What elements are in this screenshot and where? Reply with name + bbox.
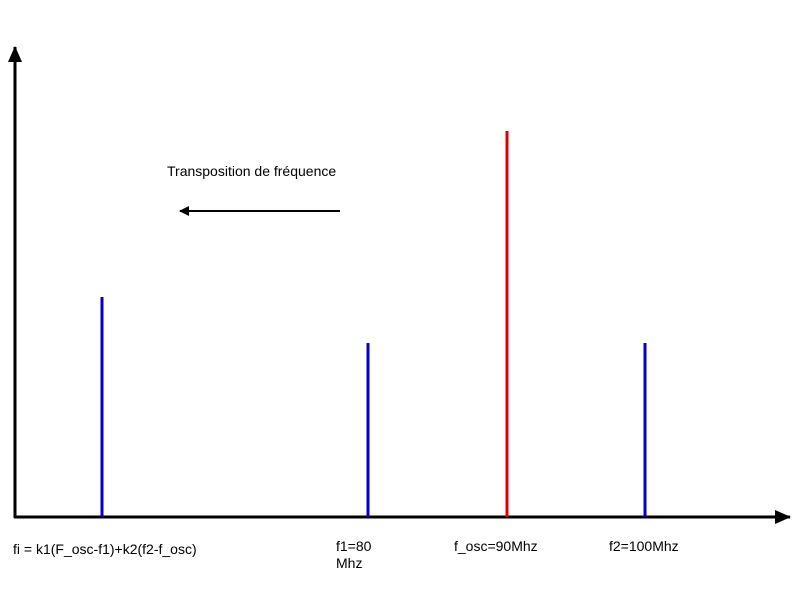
f1-label-line1: f1=80 bbox=[336, 538, 372, 554]
f-osc-label: f_osc=90Mhz bbox=[454, 538, 538, 554]
f1-label-line2: Mhz bbox=[336, 555, 363, 571]
f1-label: f1=80 Mhz bbox=[336, 538, 371, 572]
f2-label: f2=100Mhz bbox=[609, 538, 679, 554]
transposition-label: Transposition de fréquence bbox=[167, 163, 337, 179]
fi-formula-label: fi = k1(F_osc-f1)+k2(f2-f_osc) bbox=[13, 541, 197, 557]
